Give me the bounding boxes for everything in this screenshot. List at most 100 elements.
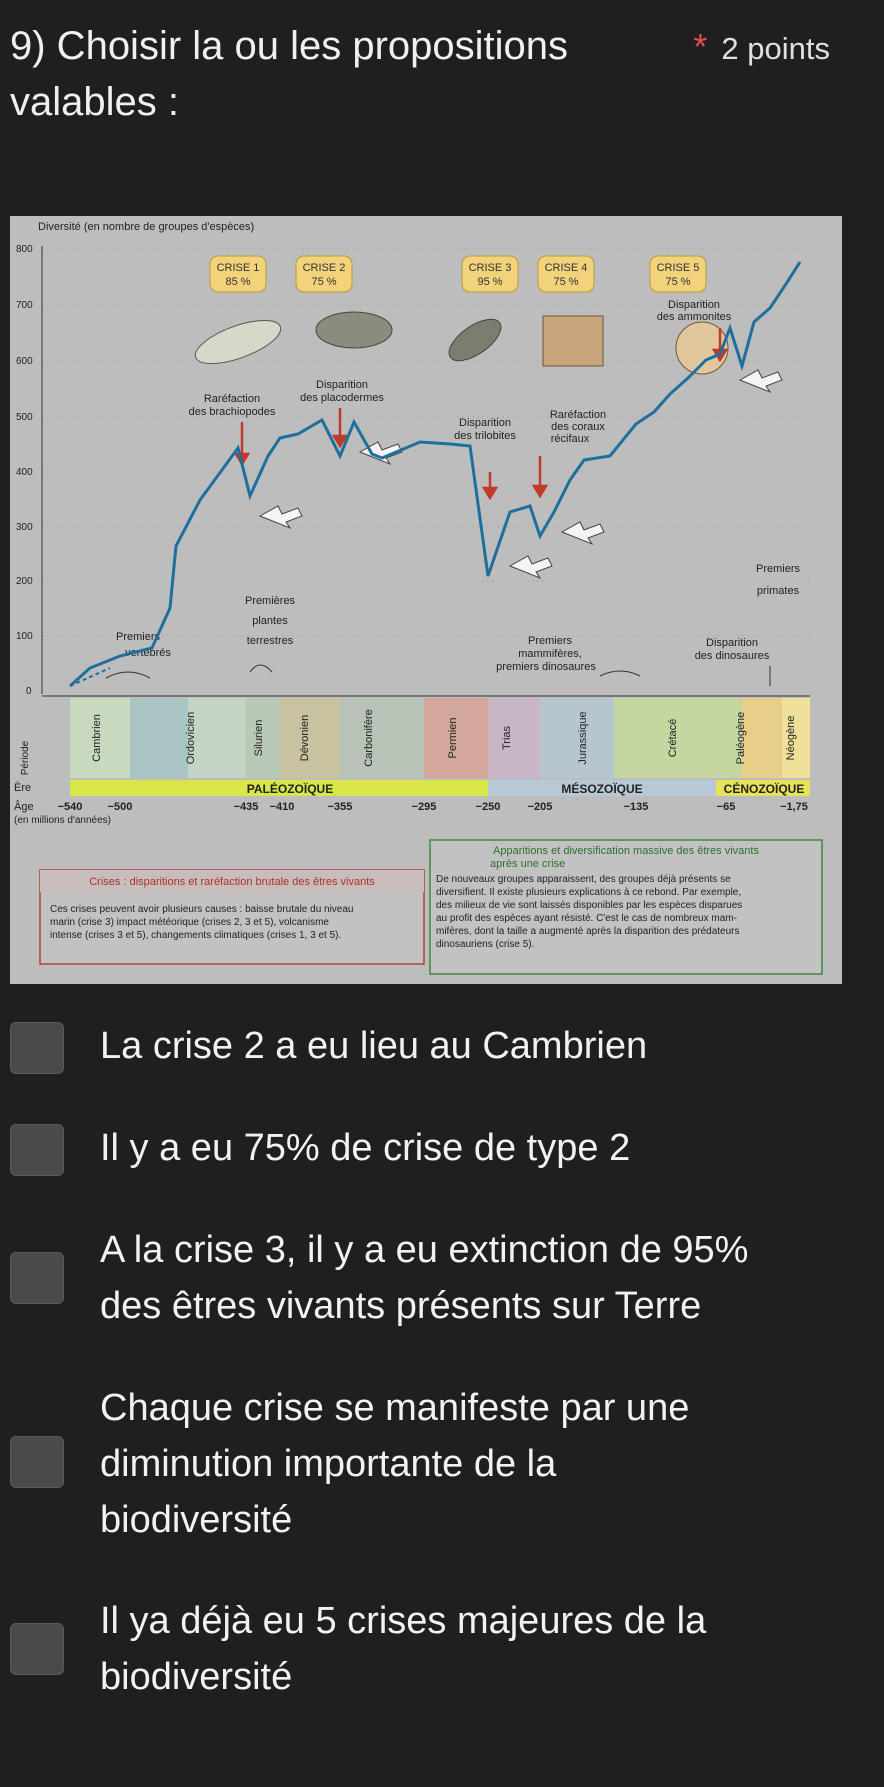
option-5[interactable]: Il ya déjà eu 5 crises majeures de la bi… [10, 1593, 870, 1713]
age-unit: (en millions d'années) [14, 815, 111, 826]
period-cambrien: Cambrien [91, 714, 103, 762]
annotation-vertebres-1: Premiers [116, 631, 161, 643]
period-silurien: Silurien [253, 720, 265, 757]
annotation-vertebres-2: vertébrés [125, 647, 171, 659]
annotation-ammonites-2: des ammonites [657, 311, 732, 323]
period-band [70, 698, 810, 778]
biodiversity-crises-figure: Diversité (en nombre de groupes d'espèce… [10, 216, 842, 984]
age-row-label: Âge [14, 800, 34, 813]
age-135: −135 [624, 801, 649, 813]
annotation-mammiferes-2: mammifères, [518, 648, 582, 660]
age-205: −205 [528, 801, 553, 813]
legend-diversification-title-1: Apparitions et diversification massive d… [493, 845, 759, 857]
option-4-label: Chaque crise se manifeste par une diminu… [100, 1380, 820, 1548]
annotation-placodermes-1: Disparition [316, 379, 368, 391]
option-4[interactable]: Chaque crise se manifeste par une diminu… [10, 1380, 870, 1550]
option-1-checkbox[interactable] [10, 1022, 64, 1074]
legend-diversification-text-5: mifères, dont la taille a augmenté après… [436, 926, 740, 937]
period-neogene: Néogène [785, 716, 797, 761]
annotation-placodermes-2: des placodermes [300, 392, 384, 404]
era-mesozoique: MÉSOZOÏQUE [561, 781, 642, 796]
option-2-line-1: Il y a eu 75% de crise de type 2 [100, 1127, 631, 1169]
option-2-label: Il y a eu 75% de crise de type 2 [100, 1120, 820, 1176]
option-3-line-1: A la crise 3, il y a eu extinction de 95… [100, 1229, 749, 1271]
age-250: −250 [476, 801, 501, 813]
period-paleogene: Paléogène [735, 712, 747, 765]
annotation-plantes-3: terrestres [247, 635, 294, 647]
period-permien: Permien [447, 718, 459, 759]
age-295: −295 [412, 801, 437, 813]
legend-diversification-text-1: De nouveaux groupes apparaissent, des gr… [436, 874, 731, 885]
option-4-line-1: Chaque crise se manifeste par une [100, 1387, 690, 1429]
fossil-illustrations [194, 311, 729, 375]
era-row-label: Ère [14, 781, 31, 794]
points-label: 2 points [721, 31, 830, 66]
legend-crises-text-3: intense (crises 3 et 5), changements cli… [50, 930, 341, 941]
option-3[interactable]: A la crise 3, il y a eu extinction de 95… [10, 1222, 870, 1342]
question-points: * 2 points [693, 26, 830, 68]
legend-diversification-text-4: au profit des espèces ayant résisté. C'e… [436, 913, 737, 924]
legend-crises-text-2: marin (crise 3) impact météorique (crise… [50, 917, 329, 928]
option-3-checkbox[interactable] [10, 1252, 64, 1304]
period-ordovicien: Ordovicien [185, 712, 197, 765]
age-ticks: −540 −500 −435 −410 −355 −295 −250 −205 … [58, 801, 808, 813]
option-1-line-1: La crise 2 a eu lieu au Cambrien [100, 1025, 648, 1067]
crisis-1-pct: 85 % [225, 276, 250, 288]
legend-crises-title: Crises : disparitions et raréfaction bru… [89, 876, 375, 888]
y-tick-400: 400 [16, 467, 33, 478]
option-4-line-3: biodiversité [100, 1499, 293, 1541]
y-tick-700: 700 [16, 300, 33, 311]
option-1[interactable]: La crise 2 a eu lieu au Cambrien [10, 1018, 870, 1088]
annotation-dinosaures-1: Disparition [706, 637, 758, 649]
annotation-trilobites-2: des trilobites [454, 430, 516, 442]
y-axis-title: Diversité (en nombre de groupes d'espèce… [38, 221, 254, 233]
annotation-coraux-2: des coraux [551, 421, 605, 433]
crisis-4-label: CRISE 4 [545, 262, 588, 274]
age-500: −500 [108, 801, 133, 813]
legend-crises: Crises : disparitions et raréfaction bru… [39, 869, 425, 965]
period-trias: Trias [501, 725, 513, 750]
legend-crises-text-1: Ces crises peuvent avoir plusieurs cause… [50, 904, 354, 915]
age-410: −410 [270, 801, 295, 813]
recovery-arrows [258, 369, 783, 580]
period-row-label: Période [20, 740, 31, 775]
question-header: 9) Choisir la ou les propositions valabl… [10, 18, 870, 130]
crisis-boxes: CRISE 1 85 % CRISE 2 75 % CRISE 3 95 % C… [209, 255, 707, 293]
crisis-1-label: CRISE 1 [217, 262, 260, 274]
diversity-curve [68, 261, 802, 688]
era-cenozoique: CÉNOZOÏQUE [724, 781, 805, 796]
option-2-checkbox[interactable] [10, 1124, 64, 1176]
crisis-5-pct: 75 % [665, 276, 690, 288]
period-names: Cambrien Ordovicien Silurien Dévonien Ca… [91, 709, 797, 766]
crisis-2-pct: 75 % [311, 276, 336, 288]
legend-diversification-text-6: dinosauriens (crise 5). [436, 939, 534, 950]
option-4-checkbox[interactable] [10, 1436, 64, 1488]
age-1-75: −1,75 [780, 801, 808, 813]
question-title: 9) Choisir la ou les propositions valabl… [10, 18, 870, 130]
age-540: −540 [58, 801, 83, 813]
question-title-line-1: 9) Choisir la ou les propositions [10, 24, 569, 68]
crisis-3-label: CRISE 3 [469, 262, 512, 274]
legend-diversification-title-2: après une crise [490, 858, 565, 870]
option-3-label: A la crise 3, il y a eu extinction de 95… [100, 1222, 820, 1334]
option-4-line-2: diminution importante de la [100, 1443, 557, 1485]
annotation-mammiferes-3: premiers dinosaures [496, 661, 596, 673]
y-tick-600: 600 [16, 356, 33, 367]
required-asterisk: * [693, 26, 708, 67]
option-5-checkbox[interactable] [10, 1623, 64, 1675]
crisis-5-label: CRISE 5 [657, 262, 700, 274]
era-band [70, 780, 810, 796]
y-tick-300: 300 [16, 522, 33, 533]
option-3-line-2: des êtres vivants présents sur Terre [100, 1285, 702, 1327]
annotation-primates-2: primates [757, 585, 800, 597]
period-cretace: Crétacé [667, 719, 679, 758]
period-devonien: Dévonien [299, 715, 311, 761]
annotation-dinosaures-2: des dinosaures [695, 650, 770, 662]
option-5-label: Il ya déjà eu 5 crises majeures de la bi… [100, 1593, 820, 1705]
annotation-trilobites-1: Disparition [459, 417, 511, 429]
y-tick-800: 800 [16, 244, 33, 255]
option-2[interactable]: Il y a eu 75% de crise de type 2 [10, 1120, 870, 1190]
legend-diversification-text-2: diversifient. Il existe plusieurs explic… [436, 887, 741, 898]
option-1-label: La crise 2 a eu lieu au Cambrien [100, 1018, 820, 1074]
option-5-line-1: Il ya déjà eu 5 crises majeures de la [100, 1600, 707, 1642]
